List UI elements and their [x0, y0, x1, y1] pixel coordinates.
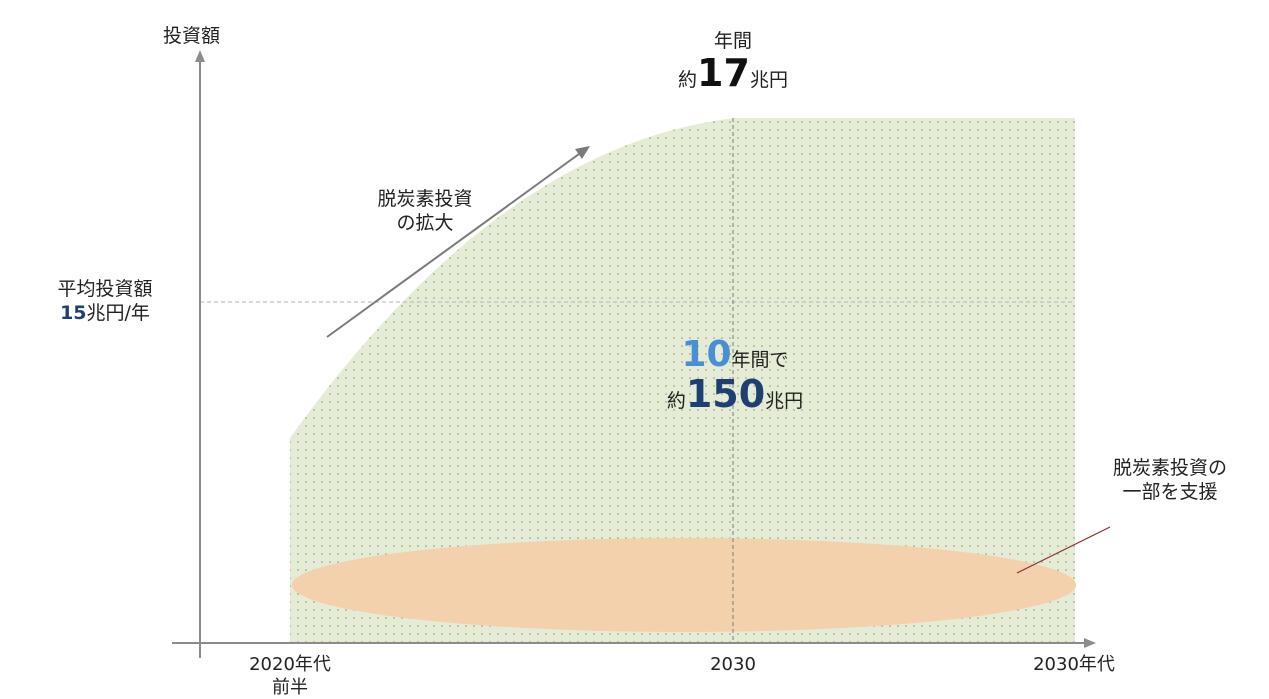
annual-investment-label: 年間 約17兆円 — [653, 30, 813, 97]
support-label: 脱炭素投資の 一部を支援 — [1080, 457, 1260, 505]
x-tick-2020s-line1: 2020年代 — [230, 654, 350, 677]
avg-investment-label: 平均投資額 15兆円/年 — [40, 278, 170, 326]
support-ellipse — [292, 538, 1076, 632]
avg-investment-title: 平均投資額 — [40, 278, 170, 302]
total-investment-label: 10年間で 約150兆円 — [620, 332, 850, 419]
avg-investment-unit: 兆円/年 — [87, 302, 150, 324]
x-tick-2030: 2030 — [683, 654, 783, 677]
total-unit: 兆円 — [765, 390, 803, 412]
total-value-line: 約150兆円 — [620, 371, 850, 419]
support-label-line2: 一部を支援 — [1080, 481, 1260, 505]
annual-unit: 兆円 — [750, 69, 788, 91]
annual-value: 17 — [697, 51, 750, 95]
y-axis-label: 投資額 — [163, 25, 220, 49]
avg-investment-value-line: 15兆円/年 — [40, 302, 170, 326]
annual-value-line: 約17兆円 — [653, 50, 813, 98]
total-years-suffix: 年間で — [732, 349, 789, 371]
total-value: 150 — [686, 372, 765, 416]
growth-label-line1: 脱炭素投資 — [350, 188, 500, 212]
support-label-line1: 脱炭素投資の — [1080, 457, 1260, 481]
x-tick-2020s-line2: 前半 — [230, 677, 350, 699]
growth-arrowhead — [575, 146, 590, 159]
x-tick-2030s: 2030年代 — [1014, 654, 1134, 677]
total-years: 10 — [681, 334, 731, 375]
x-tick-2020s: 2020年代 前半 — [230, 654, 350, 699]
growth-arrow-label: 脱炭素投資 の拡大 — [350, 188, 500, 236]
annual-prefix: 約 — [678, 69, 697, 91]
x-axis-arrowhead — [1084, 638, 1096, 648]
y-axis-arrowhead — [195, 50, 205, 62]
total-prefix: 約 — [667, 390, 686, 412]
growth-label-line2: の拡大 — [350, 212, 500, 236]
avg-investment-value: 15 — [60, 302, 86, 324]
